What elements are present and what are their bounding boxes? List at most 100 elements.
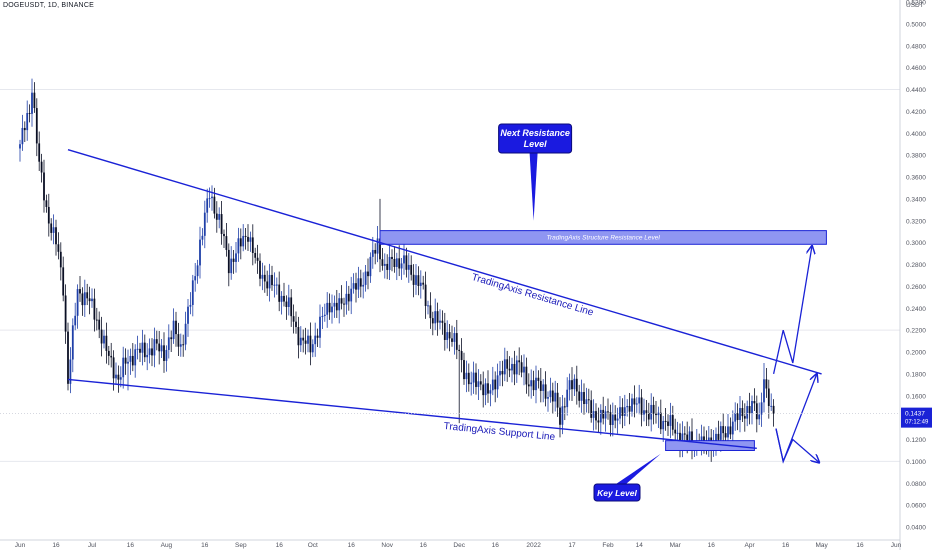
candle-body — [525, 366, 528, 385]
candle-body — [604, 411, 607, 419]
candle-body — [443, 322, 446, 340]
candle-body — [259, 260, 261, 279]
x-tick-label: Oct — [308, 542, 318, 549]
candle-body — [146, 354, 149, 358]
y-tick-label: 0.1800 — [906, 371, 926, 378]
candle-body — [527, 384, 530, 387]
candle-body — [751, 401, 753, 414]
candle-body — [95, 319, 98, 321]
candle-body — [549, 390, 552, 398]
candle-body — [748, 406, 751, 414]
x-tick-label: 16 — [708, 542, 716, 549]
key-level-callout[interactable] — [593, 483, 641, 502]
candle-body — [115, 374, 117, 379]
candle-body — [347, 293, 350, 302]
candle-body — [292, 316, 295, 322]
candle-body — [571, 380, 573, 390]
candle-body — [199, 239, 201, 266]
candle-body — [127, 361, 129, 364]
candle-body — [681, 433, 684, 446]
price-tag[interactable] — [901, 407, 932, 428]
x-tick-label: Sep — [235, 542, 247, 549]
candle-body — [388, 256, 391, 270]
candle-body — [105, 335, 108, 351]
candle-body — [112, 357, 115, 379]
candle-body — [57, 244, 60, 252]
candle-body — [451, 338, 453, 342]
y-tick-label: 0.1600 — [906, 393, 926, 400]
candle-body — [429, 305, 432, 319]
candle-body — [755, 403, 758, 420]
candle-body — [643, 410, 645, 415]
candle-body — [489, 390, 492, 394]
candle-body — [753, 401, 756, 404]
candle-body — [151, 348, 153, 356]
candle-body — [479, 381, 482, 385]
candle-body — [412, 274, 415, 285]
structure-resistance-zone[interactable] — [379, 230, 827, 245]
candle-body — [328, 302, 331, 313]
candle-body — [45, 200, 48, 207]
candle-body — [626, 406, 629, 408]
candle-body — [381, 259, 384, 266]
support-trendline[interactable] — [67, 378, 757, 449]
candle-body — [506, 359, 509, 369]
resistance-trendline[interactable] — [67, 149, 822, 375]
candle-body — [607, 411, 609, 413]
candle-body — [38, 143, 41, 162]
y-axis-unit: USDT — [906, 2, 924, 9]
candle-body — [28, 113, 31, 115]
candle-body — [165, 349, 168, 361]
x-tick-label: Dec — [453, 542, 465, 549]
candle-body — [235, 253, 237, 262]
candle-body — [609, 412, 612, 425]
x-tick-label: Mar — [670, 542, 682, 549]
candle-body — [621, 407, 624, 416]
candle-body — [436, 311, 439, 323]
candle-body — [321, 315, 324, 317]
candle-body — [249, 237, 252, 242]
candle-body — [340, 298, 343, 304]
key-level-zone[interactable] — [665, 440, 755, 451]
candle-body — [124, 357, 127, 364]
candle-body — [427, 305, 429, 307]
candle-body — [153, 339, 156, 356]
candle-body — [251, 237, 254, 253]
candle-body — [743, 416, 746, 419]
candle-body — [62, 267, 65, 296]
y-tick-label: 0.4000 — [906, 131, 926, 138]
structure-resistance-label: TradingAxis Structure Resistance Level — [547, 235, 661, 242]
candle-body — [100, 329, 103, 344]
candle-body — [405, 255, 408, 270]
candle-body — [511, 363, 513, 371]
candle-body — [371, 249, 374, 257]
candle-body — [393, 259, 396, 267]
candle-body — [463, 360, 465, 380]
candle-body — [244, 235, 247, 237]
x-tick-label: 16 — [782, 542, 790, 549]
price-axis-panel[interactable] — [900, 0, 932, 550]
candle-body — [467, 372, 470, 385]
candle-body — [578, 391, 581, 401]
candle-body — [215, 213, 218, 220]
candle-body — [374, 249, 377, 254]
candle-body — [362, 284, 365, 287]
candle-body — [74, 315, 77, 326]
candle-body — [254, 252, 257, 258]
candle-body — [638, 397, 641, 404]
candle-body — [727, 426, 729, 438]
candle-body — [523, 366, 525, 373]
y-tick-label: 0.3800 — [906, 153, 926, 160]
next-resistance-callout[interactable] — [498, 123, 573, 154]
candle-body — [455, 333, 458, 350]
candle-body — [619, 407, 621, 419]
candle-body — [19, 144, 21, 149]
candle-body — [134, 349, 137, 366]
y-tick-label: 0.0600 — [906, 503, 926, 510]
x-tick-label: 14 — [636, 542, 644, 549]
candle-body — [88, 298, 91, 302]
candle-body — [33, 92, 36, 109]
candle-body — [575, 378, 578, 392]
candle-body — [703, 436, 705, 441]
